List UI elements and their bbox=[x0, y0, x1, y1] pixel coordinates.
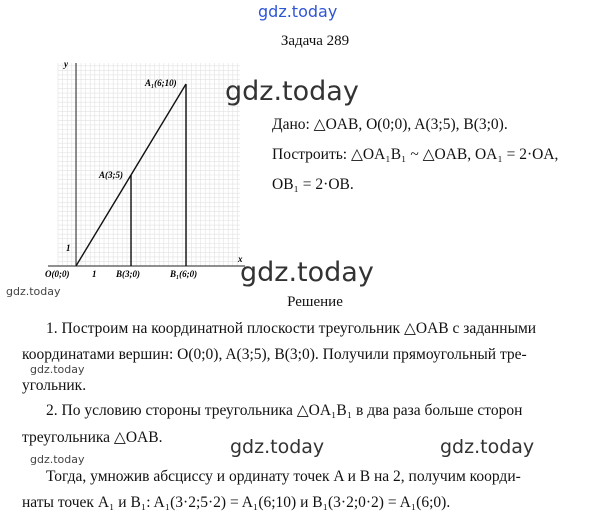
tick-1-x: 1 bbox=[92, 269, 97, 279]
watermark-main-2: gdz.today bbox=[240, 257, 374, 288]
given-line-2: Построить: △OA₁B₁ ~ △OAB, OA₁ = 2·OA, bbox=[272, 146, 559, 163]
paragraph-line: координатами вершин: O(0;0), A(3;5), B(3… bbox=[22, 346, 527, 363]
watermark-mid-2: gdz.today bbox=[440, 436, 535, 458]
label-B: B(3;0) bbox=[115, 269, 140, 279]
watermark-mid-1: gdz.today bbox=[230, 436, 325, 458]
paragraph-line: 2. По условию стороны треугольника △OA₁B… bbox=[46, 402, 523, 419]
x-axis-label: x bbox=[237, 254, 243, 264]
label-B1: B₁(6;0) bbox=[169, 269, 197, 279]
grid bbox=[57, 63, 240, 267]
paragraph-line: наты точек A₁ и B₁: A₁(3·2;5·2) = A₁(6;1… bbox=[22, 494, 451, 511]
watermark-small-1: gdz.today bbox=[6, 285, 61, 298]
label-A1: A₁(6;10) bbox=[144, 78, 177, 88]
paragraph-line: треугольника △OAB. bbox=[22, 429, 163, 446]
watermark-top: gdz.today bbox=[258, 2, 338, 21]
given-line-3: OB₁ = 2·OB. bbox=[272, 176, 354, 193]
watermark-small-3: gdz.today bbox=[30, 453, 85, 466]
paragraph-line: 1. Построим на координатной плоскости тр… bbox=[46, 320, 537, 337]
watermark-small-2: gdz.today bbox=[30, 363, 85, 376]
y-axis-label: y bbox=[63, 59, 69, 69]
tick-1-y: 1 bbox=[66, 243, 71, 253]
task-title: Задача 289 bbox=[280, 33, 350, 49]
coordinate-figure: y x 1 1 O(0;0) A(3;5) B(3;0) A₁(6;10) B₁… bbox=[45, 59, 245, 279]
label-O: O(0;0) bbox=[45, 269, 70, 279]
paragraph-line: Тогда, умножив абсциссу и ординату точек… bbox=[46, 468, 521, 485]
watermark-main-1: gdz.today bbox=[225, 76, 359, 107]
label-A: A(3;5) bbox=[98, 170, 123, 180]
solution-title: Решение bbox=[287, 294, 343, 310]
given-line-1: Дано: △OAB, O(0;0), A(3;5), B(3;0). bbox=[272, 116, 508, 133]
paragraph-line: угольник. bbox=[22, 377, 87, 394]
